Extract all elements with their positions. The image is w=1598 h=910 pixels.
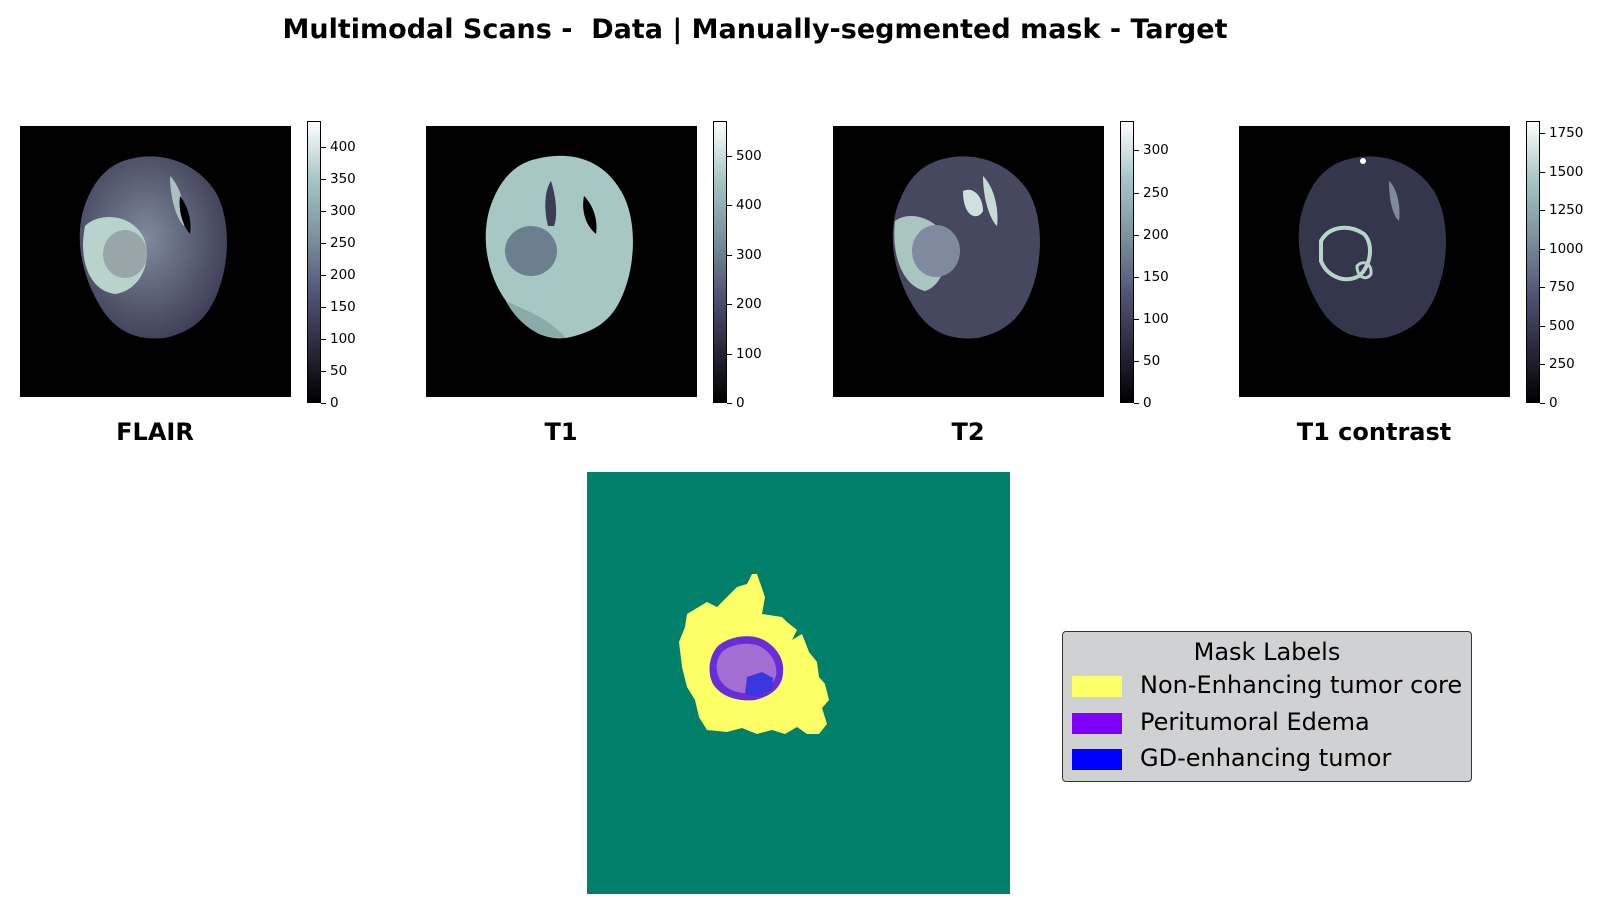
colorbar-tick	[321, 274, 326, 276]
colorbar-tick-label: 200	[1143, 226, 1169, 243]
mask-legend: Mask Labels Non-Enhancing tumor core Per…	[1062, 631, 1472, 782]
colorbar-tick-label: 250	[1549, 356, 1575, 373]
legend-label: Peritumoral Edema	[1140, 708, 1370, 736]
legend-swatch	[1072, 713, 1122, 734]
colorbar-tick	[321, 146, 326, 148]
colorbar-tick	[727, 205, 732, 207]
colorbar-tick	[1134, 403, 1139, 404]
colorbar-tick	[1540, 248, 1545, 250]
colorbar-tick	[1540, 364, 1545, 366]
t1-colorbar	[713, 121, 727, 403]
legend-label: GD-enhancing tumor	[1140, 744, 1392, 772]
colorbar-tick	[321, 210, 326, 212]
legend-label: Non-Enhancing tumor core	[1140, 671, 1463, 699]
flair-scan-image	[20, 126, 291, 397]
colorbar-tick	[321, 178, 326, 180]
colorbar-tick	[321, 242, 326, 244]
colorbar-tick-label: 0	[1143, 395, 1152, 411]
t1-contrast-label: T1 contrast	[1296, 418, 1452, 446]
colorbar-tick-label: 50	[1143, 352, 1161, 369]
colorbar-tick-label: 0	[1549, 395, 1558, 411]
colorbar-tick-label: 150	[330, 298, 356, 315]
colorbar-tick-label: 500	[736, 147, 762, 164]
colorbar-tick	[1134, 276, 1139, 278]
colorbar-tick-label: 400	[330, 138, 356, 155]
legend-title: Mask Labels	[1193, 638, 1341, 666]
colorbar-tick-label: 50	[330, 362, 348, 379]
colorbar-tick	[321, 403, 326, 404]
colorbar-tick-label: 400	[736, 197, 762, 214]
colorbar-tick	[1540, 287, 1545, 289]
colorbar-tick-label: 300	[1143, 142, 1169, 159]
colorbar-tick	[1134, 318, 1139, 320]
colorbar-tick	[321, 306, 326, 308]
colorbar-tick	[1134, 360, 1139, 362]
colorbar-tick-label: 300	[736, 246, 762, 263]
colorbar-tick-label: 200	[736, 296, 762, 313]
colorbar-tick-label: 150	[1143, 268, 1169, 285]
colorbar-tick	[1134, 192, 1139, 194]
colorbar-tick	[1540, 171, 1545, 173]
t1-scan-image	[426, 126, 697, 397]
t1-label: T1	[544, 418, 578, 446]
gd-enhancing-region	[745, 672, 773, 696]
colorbar-tick	[727, 304, 732, 306]
legend-swatch	[1072, 676, 1122, 697]
colorbar-tick-label: 750	[1549, 279, 1575, 296]
colorbar-tick	[1540, 210, 1545, 212]
flair-colorbar	[307, 121, 321, 403]
colorbar-tick	[1540, 325, 1545, 327]
t1-contrast-scan-image	[1239, 126, 1510, 397]
t1-contrast-colorbar	[1526, 121, 1540, 403]
colorbar-tick	[727, 403, 732, 404]
colorbar-tick	[1540, 403, 1545, 404]
segmentation-mask-image	[587, 472, 1010, 894]
colorbar-tick	[727, 254, 732, 256]
colorbar-tick-label: 0	[330, 395, 339, 411]
figure-title: Multimodal Scans - Data | Manually-segme…	[282, 14, 1228, 45]
flair-label: FLAIR	[116, 418, 194, 446]
colorbar-tick-label: 1250	[1549, 202, 1584, 219]
colorbar-tick	[1540, 133, 1545, 135]
colorbar-tick	[321, 338, 326, 340]
colorbar-tick	[727, 353, 732, 355]
colorbar-tick	[727, 155, 732, 157]
colorbar-tick-label: 100	[736, 345, 762, 362]
colorbar-tick-label: 200	[330, 266, 356, 283]
colorbar-tick-label: 250	[1143, 184, 1169, 201]
t2-scan-image	[833, 126, 1104, 397]
colorbar-tick-label: 0	[736, 395, 745, 411]
colorbar-tick-label: 1000	[1549, 240, 1584, 257]
colorbar-tick-label: 250	[330, 234, 356, 251]
colorbar-tick-label: 100	[330, 330, 356, 347]
colorbar-tick-label: 1750	[1549, 125, 1584, 142]
colorbar-tick	[321, 370, 326, 372]
legend-swatch	[1072, 749, 1122, 770]
colorbar-tick-label: 100	[1143, 310, 1169, 327]
t2-colorbar	[1120, 121, 1134, 403]
colorbar-tick	[1134, 150, 1139, 152]
colorbar-tick-label: 300	[330, 202, 356, 219]
colorbar-tick-label: 350	[330, 170, 356, 187]
colorbar-tick	[1134, 234, 1139, 236]
colorbar-tick-label: 1500	[1549, 163, 1584, 180]
t2-label: T2	[951, 418, 985, 446]
colorbar-tick-label: 500	[1549, 317, 1575, 334]
